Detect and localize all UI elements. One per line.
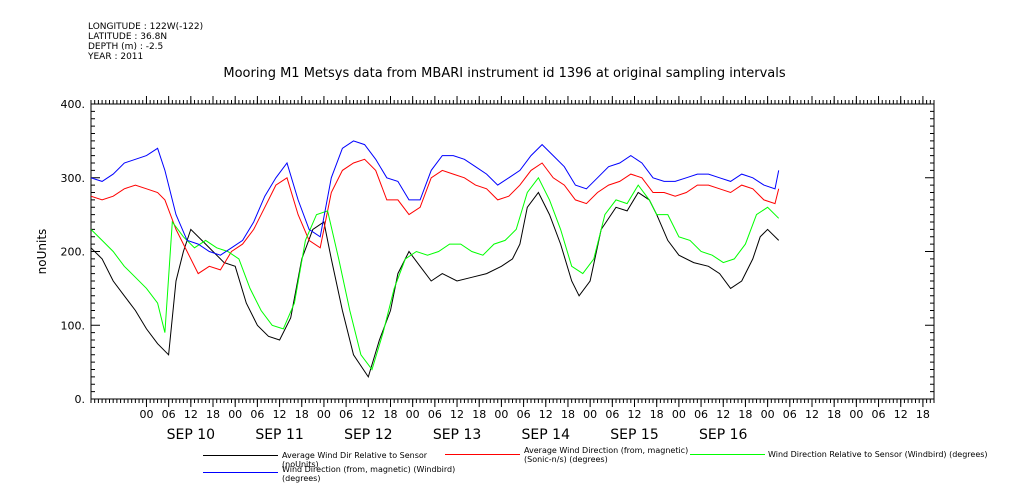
legend-label: Wind Direction (from, magnetic) (Windbir… bbox=[282, 465, 456, 483]
longitude-label: LONGITUDE : 122W(-122) bbox=[88, 22, 204, 32]
y-tick-label: 0. bbox=[75, 393, 86, 406]
x-tick-label: 18 bbox=[561, 408, 575, 421]
x-tick-label: 06 bbox=[428, 408, 442, 421]
x-tick-label: 18 bbox=[827, 408, 841, 421]
y-tick-label: 400. bbox=[61, 98, 86, 111]
latitude-label: LATITUDE : 36.8N bbox=[88, 32, 168, 42]
x-day-label: SEP 11 bbox=[255, 427, 303, 443]
x-tick-label: 18 bbox=[738, 408, 752, 421]
y-tick-label: 200. bbox=[61, 246, 86, 259]
y-axis-label: noUnits bbox=[35, 229, 49, 275]
x-tick-label: 12 bbox=[539, 408, 553, 421]
x-tick-label: 00 bbox=[228, 408, 242, 421]
depth-label: DEPTH (m) : -2.5 bbox=[88, 42, 164, 52]
legend-swatch bbox=[690, 454, 765, 455]
x-tick-label: 18 bbox=[650, 408, 664, 421]
x-tick-label: 00 bbox=[583, 408, 597, 421]
legend-label: Average Wind Direction (from, magnetic) … bbox=[524, 446, 689, 464]
x-tick-label: 00 bbox=[317, 408, 331, 421]
x-day-label: SEP 14 bbox=[522, 427, 571, 443]
x-tick-label: 00 bbox=[494, 408, 508, 421]
windbird-direction-series bbox=[91, 140, 780, 256]
legend-label: Wind Direction Relative to Sensor (Windb… bbox=[768, 450, 988, 459]
x-tick-label: 18 bbox=[472, 408, 486, 421]
legend-swatch bbox=[203, 455, 278, 456]
x-tick-label: 18 bbox=[206, 408, 220, 421]
x-tick-label: 18 bbox=[295, 408, 309, 421]
x-day-label: SEP 12 bbox=[344, 427, 392, 443]
x-tick-label: 12 bbox=[805, 408, 819, 421]
x-day-label: SEP 16 bbox=[699, 427, 748, 443]
windbird-relative-series bbox=[91, 176, 780, 371]
x-tick-label: 06 bbox=[517, 408, 531, 421]
x-tick-label: 00 bbox=[761, 408, 775, 421]
x-tick-label: 06 bbox=[605, 408, 619, 421]
legend-swatch bbox=[445, 454, 520, 455]
plot-frame bbox=[90, 103, 935, 400]
x-tick-label: 00 bbox=[406, 408, 420, 421]
x-day-label: SEP 13 bbox=[433, 427, 481, 443]
x-tick-label: 12 bbox=[450, 408, 464, 421]
metadata-block: LONGITUDE : 122W(-122) LATITUDE : 36.8N … bbox=[88, 22, 203, 62]
legend-label: Average Wind Dir Relative to Sensor (noU… bbox=[282, 451, 428, 469]
x-tick-label: 12 bbox=[361, 408, 375, 421]
y-tick-label: 100. bbox=[61, 319, 86, 332]
x-tick-label: 12 bbox=[273, 408, 287, 421]
x-tick-label: 06 bbox=[162, 408, 176, 421]
y-tick-label: 300. bbox=[61, 172, 86, 185]
x-tick-label: 18 bbox=[383, 408, 397, 421]
x-tick-label: 00 bbox=[139, 408, 153, 421]
x-tick-label: 00 bbox=[849, 408, 863, 421]
year-label: YEAR : 2011 bbox=[88, 52, 144, 62]
x-tick-label: 18 bbox=[916, 408, 930, 421]
chart-title: Mooring M1 Metsys data from MBARI instru… bbox=[223, 66, 786, 81]
x-tick-label: 06 bbox=[339, 408, 353, 421]
relative-wind-dir-series bbox=[91, 191, 780, 379]
x-day-label: SEP 15 bbox=[610, 427, 658, 443]
x-tick-label: 00 bbox=[672, 408, 686, 421]
x-day-label: SEP 10 bbox=[167, 427, 215, 443]
legend-swatch bbox=[203, 472, 278, 473]
x-tick-label: 06 bbox=[872, 408, 886, 421]
x-tick-label: 12 bbox=[184, 408, 198, 421]
x-tick-label: 12 bbox=[628, 408, 642, 421]
x-tick-label: 06 bbox=[694, 408, 708, 421]
avg-wind-direction-sonic-series bbox=[91, 158, 780, 275]
x-tick-label: 12 bbox=[894, 408, 908, 421]
x-tick-label: 12 bbox=[716, 408, 730, 421]
x-tick-label: 06 bbox=[250, 408, 264, 421]
x-tick-label: 06 bbox=[783, 408, 797, 421]
